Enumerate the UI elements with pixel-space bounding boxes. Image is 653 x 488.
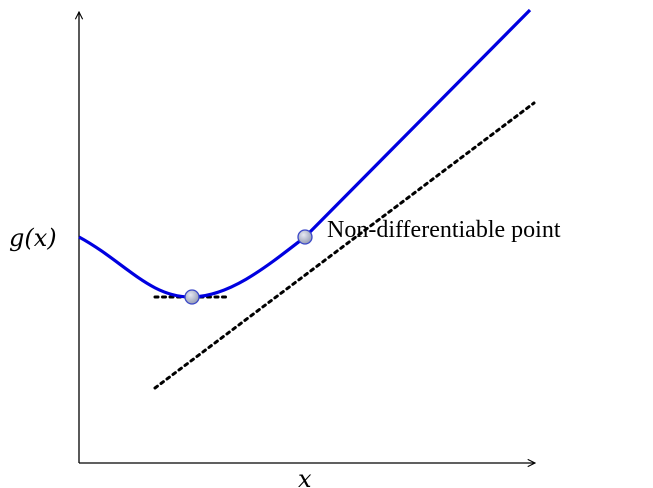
secant-tangent-line bbox=[153, 101, 536, 390]
non-differentiable-point-marker bbox=[297, 229, 313, 245]
non-differentiable-point-label: Non-differentiable point bbox=[327, 217, 561, 243]
function-curve bbox=[78, 8, 532, 299]
y-axis-label: g(x) bbox=[9, 224, 57, 252]
minimum-point-marker bbox=[184, 289, 200, 305]
x-axis-label: x bbox=[298, 465, 312, 488]
